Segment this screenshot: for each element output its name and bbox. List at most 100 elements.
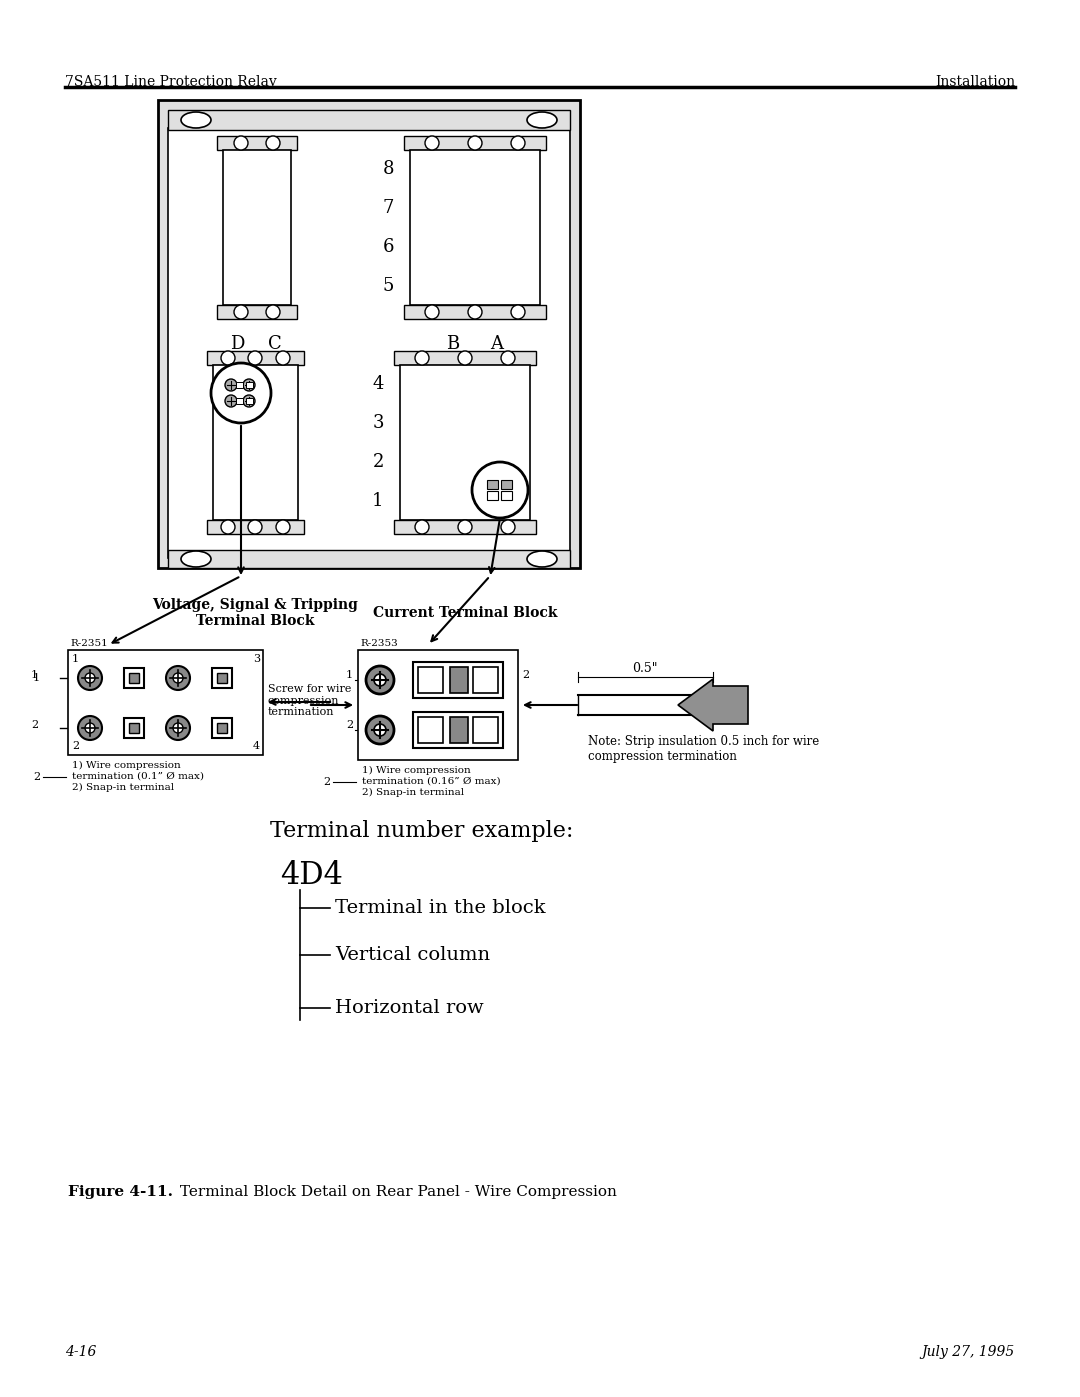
Circle shape [415, 351, 429, 365]
Bar [213, 365, 298, 520]
Text: 2: 2 [346, 719, 353, 731]
Text: Note: Strip insulation 0.5 inch for wire
compression termination: Note: Strip insulation 0.5 inch for wire… [588, 735, 820, 763]
Bar [217, 305, 297, 319]
Text: Horizontal row: Horizontal row [335, 999, 484, 1017]
Bar [246, 381, 253, 388]
Bar [394, 351, 536, 365]
Circle shape [468, 136, 482, 149]
Bar [207, 520, 303, 534]
Text: R-2353: R-2353 [360, 638, 397, 648]
Bar [246, 398, 253, 404]
Text: 2: 2 [32, 773, 40, 782]
Circle shape [426, 136, 438, 149]
Circle shape [276, 351, 291, 365]
Circle shape [472, 462, 528, 518]
Circle shape [248, 520, 262, 534]
Bar [400, 365, 530, 520]
Text: 2: 2 [522, 671, 529, 680]
Text: 1: 1 [346, 671, 353, 680]
Text: C: C [268, 335, 282, 353]
Bar [129, 724, 139, 733]
Text: D: D [230, 335, 244, 353]
Text: 2: 2 [373, 453, 383, 471]
Circle shape [366, 717, 394, 745]
Circle shape [173, 673, 183, 683]
Circle shape [221, 351, 235, 365]
Bar [404, 136, 546, 149]
Text: 2: 2 [31, 719, 38, 731]
Text: Figure 4-11.: Figure 4-11. [68, 1185, 173, 1199]
Text: 1) Wire compression: 1) Wire compression [362, 766, 471, 775]
Circle shape [374, 673, 386, 686]
Bar [450, 666, 468, 693]
Text: 6: 6 [382, 237, 394, 256]
Circle shape [243, 395, 255, 407]
Bar [410, 149, 540, 305]
Circle shape [225, 379, 237, 391]
Circle shape [78, 666, 102, 690]
Text: R-2351: R-2351 [70, 638, 108, 648]
Bar [413, 712, 503, 747]
Text: 1: 1 [72, 654, 79, 664]
Circle shape [366, 666, 394, 694]
Bar [168, 129, 570, 557]
Text: Voltage, Signal & Tripping: Voltage, Signal & Tripping [152, 598, 357, 612]
Text: 7: 7 [382, 200, 394, 217]
Text: Screw for wire
compression
termination: Screw for wire compression termination [268, 685, 351, 717]
Text: July 27, 1995: July 27, 1995 [921, 1345, 1015, 1359]
Bar [501, 481, 512, 489]
Text: Terminal in the block: Terminal in the block [335, 900, 545, 916]
Bar [473, 717, 498, 743]
Text: 4-16: 4-16 [65, 1345, 96, 1359]
Circle shape [221, 520, 235, 534]
Circle shape [374, 724, 386, 736]
Text: 1: 1 [31, 671, 38, 680]
Bar [394, 520, 536, 534]
Bar [237, 381, 243, 388]
Circle shape [458, 520, 472, 534]
FancyArrow shape [678, 679, 748, 731]
Bar [418, 717, 443, 743]
Bar [217, 673, 227, 683]
Circle shape [276, 520, 291, 534]
Circle shape [458, 351, 472, 365]
Bar [124, 668, 144, 687]
Ellipse shape [181, 550, 211, 567]
Circle shape [501, 520, 515, 534]
Circle shape [166, 717, 190, 740]
Circle shape [248, 351, 262, 365]
Circle shape [234, 305, 248, 319]
Bar [168, 550, 570, 569]
Circle shape [211, 363, 271, 423]
Circle shape [173, 724, 183, 733]
Text: 2) Snap-in terminal: 2) Snap-in terminal [362, 788, 464, 798]
Bar [222, 149, 291, 305]
Bar [404, 305, 546, 319]
Bar [487, 490, 498, 500]
Circle shape [85, 724, 95, 733]
Circle shape [511, 136, 525, 149]
Ellipse shape [527, 112, 557, 129]
Ellipse shape [527, 550, 557, 567]
Bar [168, 110, 570, 130]
Text: termination (0.1” Ø max): termination (0.1” Ø max) [72, 773, 204, 781]
Bar [158, 101, 580, 569]
Circle shape [234, 136, 248, 149]
Circle shape [78, 717, 102, 740]
Bar [487, 481, 498, 489]
Text: 1: 1 [32, 673, 40, 683]
Bar [501, 490, 512, 500]
Text: Vertical column: Vertical column [335, 946, 490, 964]
Circle shape [243, 379, 255, 391]
Circle shape [415, 520, 429, 534]
Bar [212, 668, 232, 687]
Bar [237, 398, 243, 404]
Text: 1: 1 [373, 492, 383, 510]
Bar [68, 650, 264, 754]
Bar [217, 136, 297, 149]
Circle shape [166, 666, 190, 690]
Circle shape [225, 395, 237, 407]
Text: Terminal Block Detail on Rear Panel - Wire Compression: Terminal Block Detail on Rear Panel - Wi… [175, 1185, 617, 1199]
Circle shape [468, 305, 482, 319]
Text: 1) Wire compression: 1) Wire compression [72, 761, 180, 770]
